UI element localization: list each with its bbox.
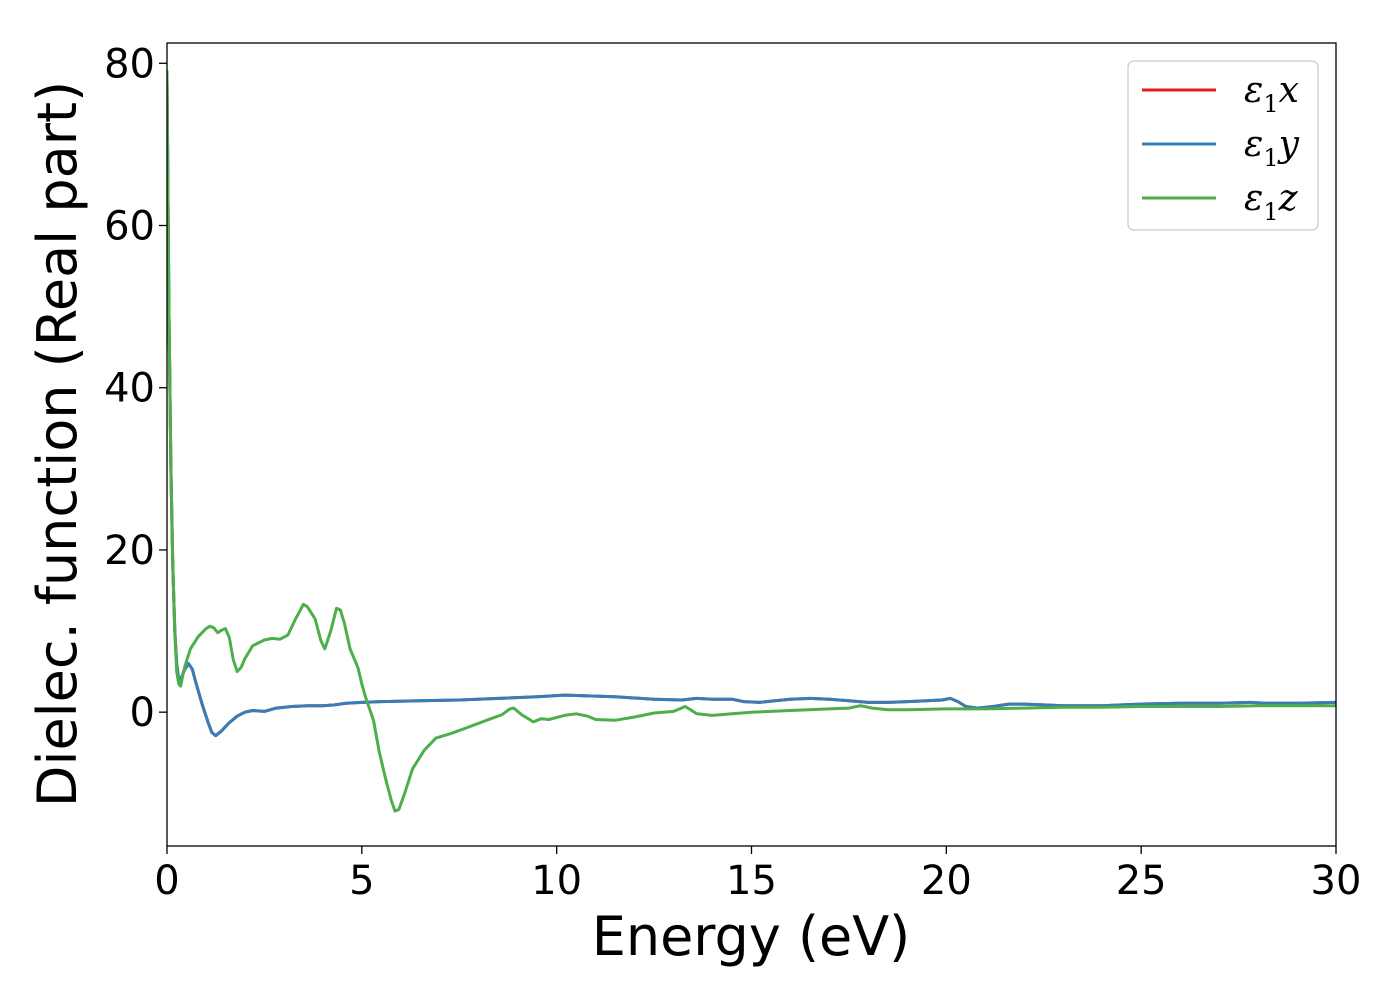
x-tick-label: 5 <box>349 858 374 904</box>
x-tick-label: 30 <box>1311 858 1362 904</box>
x-tick-label: 0 <box>154 858 179 904</box>
series-line-y <box>167 78 1336 738</box>
legend-label-z: ε1z <box>1244 178 1299 226</box>
y-tick-label: 20 <box>104 528 155 574</box>
x-tick-label: 20 <box>921 858 972 904</box>
legend-box <box>1127 60 1319 231</box>
legend-label-x: ε1x <box>1244 70 1299 118</box>
x-tick-label: 25 <box>1116 858 1167 904</box>
plot-frame <box>166 42 1337 847</box>
legend-label-y: ε1y <box>1244 124 1300 172</box>
ticks-layer: 0 5 10 15 20 25 30 0 20 40 60 80 <box>104 41 1361 904</box>
x-tick-label: 10 <box>531 858 582 904</box>
series-line-z <box>167 69 1336 813</box>
x-tick-label: 15 <box>726 858 777 904</box>
legend: ε1x ε1y ε1z <box>1127 60 1319 231</box>
y-tick-label: 80 <box>104 41 155 87</box>
y-tick-label: 0 <box>130 690 155 736</box>
series-layer <box>167 69 1336 813</box>
x-axis-label: Energy (eV) <box>592 905 911 968</box>
y-tick-label: 40 <box>104 366 155 412</box>
legend-entries: ε1x ε1y ε1z <box>1142 70 1300 226</box>
y-axis-label: Dielec. function (Real part) <box>26 81 89 807</box>
y-tick-label: 60 <box>104 204 155 250</box>
